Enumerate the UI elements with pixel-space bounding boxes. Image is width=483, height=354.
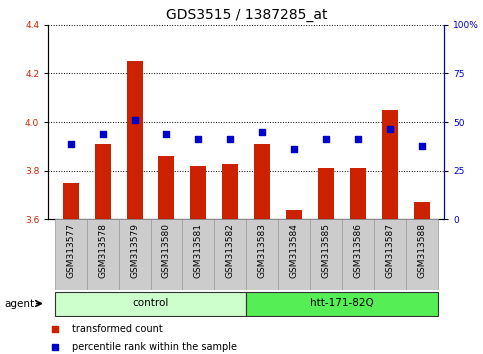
FancyBboxPatch shape <box>310 219 342 290</box>
FancyBboxPatch shape <box>86 219 118 290</box>
Bar <box>255 144 270 219</box>
Text: htt-171-82Q: htt-171-82Q <box>310 298 374 308</box>
Bar <box>63 183 79 219</box>
FancyBboxPatch shape <box>342 219 374 290</box>
FancyBboxPatch shape <box>55 292 246 315</box>
Point <box>131 117 139 122</box>
Text: agent: agent <box>5 298 35 309</box>
Text: GSM313580: GSM313580 <box>162 223 171 278</box>
FancyBboxPatch shape <box>246 219 278 290</box>
Point <box>354 136 362 142</box>
Text: GSM313577: GSM313577 <box>66 223 75 278</box>
Point <box>163 131 170 137</box>
Text: GSM313588: GSM313588 <box>417 223 426 278</box>
FancyBboxPatch shape <box>278 219 310 290</box>
FancyBboxPatch shape <box>214 219 246 290</box>
Point <box>418 144 426 149</box>
Text: GSM313581: GSM313581 <box>194 223 203 278</box>
FancyBboxPatch shape <box>151 219 183 290</box>
FancyBboxPatch shape <box>246 292 438 315</box>
FancyBboxPatch shape <box>374 219 406 290</box>
Bar <box>158 156 174 219</box>
Text: GSM313582: GSM313582 <box>226 223 235 278</box>
Point <box>195 136 202 142</box>
Bar <box>414 202 430 219</box>
Bar <box>318 169 334 219</box>
Text: GSM313587: GSM313587 <box>385 223 395 278</box>
Point <box>67 141 74 147</box>
Point <box>227 136 234 142</box>
Point <box>290 146 298 152</box>
Point <box>322 136 330 142</box>
Text: control: control <box>132 298 169 308</box>
Text: GSM313579: GSM313579 <box>130 223 139 278</box>
Text: percentile rank within the sample: percentile rank within the sample <box>72 342 237 352</box>
Text: transformed count: transformed count <box>72 324 163 334</box>
Point <box>51 344 59 350</box>
Bar <box>350 169 366 219</box>
FancyBboxPatch shape <box>183 219 214 290</box>
Point <box>51 326 59 332</box>
Point <box>258 129 266 135</box>
Text: GSM313578: GSM313578 <box>98 223 107 278</box>
Text: GSM313583: GSM313583 <box>258 223 267 278</box>
Text: GSM313585: GSM313585 <box>322 223 331 278</box>
Bar <box>222 164 238 219</box>
Bar <box>286 210 302 219</box>
Bar <box>95 144 111 219</box>
Bar <box>190 166 206 219</box>
FancyBboxPatch shape <box>406 219 438 290</box>
Bar <box>127 61 142 219</box>
Point <box>99 131 106 137</box>
Point <box>386 127 394 132</box>
Bar <box>382 110 398 219</box>
FancyBboxPatch shape <box>118 219 151 290</box>
Text: GSM313584: GSM313584 <box>290 223 299 278</box>
Text: GSM313586: GSM313586 <box>354 223 363 278</box>
Title: GDS3515 / 1387285_at: GDS3515 / 1387285_at <box>166 8 327 22</box>
FancyBboxPatch shape <box>55 219 86 290</box>
